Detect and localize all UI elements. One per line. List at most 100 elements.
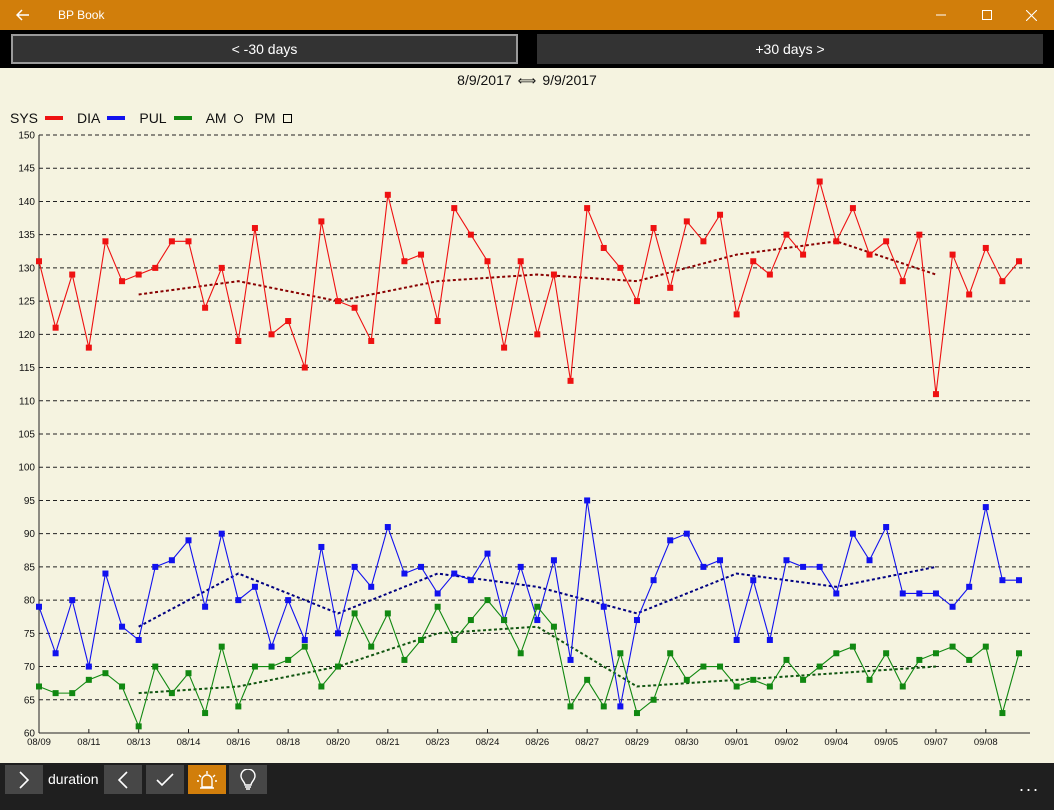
pul-point bbox=[36, 683, 42, 690]
chevron-left-icon bbox=[117, 770, 128, 789]
sys-point bbox=[168, 238, 175, 245]
previous-30-days-button[interactable]: < -30 days bbox=[11, 34, 518, 64]
expand-button[interactable] bbox=[5, 765, 43, 794]
dia-point bbox=[102, 570, 109, 577]
y-tick-label: 150 bbox=[18, 131, 35, 142]
pul-point bbox=[534, 603, 541, 610]
pul-point bbox=[982, 643, 989, 650]
pul-point bbox=[617, 650, 624, 657]
maximize-button[interactable] bbox=[964, 0, 1010, 30]
pul-point bbox=[484, 597, 491, 604]
dia-point bbox=[384, 524, 391, 531]
sys-point bbox=[667, 284, 674, 291]
chart-legend: SYS DIA PUL AM PM bbox=[10, 109, 292, 127]
dia-point bbox=[633, 617, 640, 624]
dia-point bbox=[766, 636, 773, 643]
sys-point bbox=[800, 251, 807, 258]
sys-point bbox=[451, 205, 458, 212]
sys-point bbox=[1016, 258, 1023, 265]
pul-point bbox=[833, 650, 840, 657]
pul-point bbox=[218, 643, 225, 650]
pul-point bbox=[268, 663, 275, 670]
y-tick-label: 70 bbox=[24, 662, 36, 673]
dia-point bbox=[418, 563, 425, 570]
y-tick-label: 100 bbox=[18, 463, 35, 474]
pul-point bbox=[567, 703, 574, 710]
dia-point bbox=[966, 583, 973, 590]
duration-label[interactable]: duration bbox=[48, 771, 99, 787]
pul-point bbox=[285, 656, 292, 663]
pul-point bbox=[849, 643, 856, 650]
pul-point bbox=[501, 617, 508, 624]
dia-point bbox=[85, 663, 92, 670]
legend-dia-swatch bbox=[107, 116, 126, 120]
sys-point bbox=[982, 244, 989, 251]
pul-point bbox=[633, 710, 640, 717]
dia-point bbox=[717, 557, 724, 564]
y-tick-label: 80 bbox=[24, 596, 36, 607]
dia-point bbox=[467, 577, 474, 584]
sys-point bbox=[833, 238, 840, 245]
dia-point bbox=[733, 636, 740, 643]
dia-point bbox=[318, 543, 325, 550]
pul-point bbox=[401, 656, 408, 663]
dia-point bbox=[119, 623, 126, 630]
dia-point bbox=[800, 563, 807, 570]
alarm-button[interactable] bbox=[188, 765, 226, 794]
legend-pm-square-icon bbox=[282, 113, 292, 123]
pul-point bbox=[999, 710, 1006, 717]
back-button[interactable] bbox=[0, 0, 46, 30]
sys-point bbox=[152, 264, 159, 271]
y-tick-label: 95 bbox=[24, 496, 36, 507]
pul-point bbox=[434, 603, 441, 610]
dia-point bbox=[617, 703, 624, 710]
sys-point bbox=[517, 258, 524, 265]
tip-button[interactable] bbox=[229, 765, 267, 794]
dia-point bbox=[883, 524, 890, 531]
sys-point bbox=[401, 258, 408, 265]
legend-dia-label: DIA bbox=[77, 110, 101, 126]
next-30-days-button[interactable]: +30 days > bbox=[537, 34, 1043, 64]
close-button[interactable] bbox=[1008, 0, 1054, 30]
legend-am-circle-icon bbox=[233, 113, 243, 123]
sys-point bbox=[351, 304, 358, 311]
dia-series-line bbox=[38, 500, 1020, 707]
pul-point bbox=[368, 643, 375, 650]
bottom-command-bar: duration ... bbox=[0, 763, 1054, 810]
sys-point bbox=[36, 258, 42, 265]
check-button[interactable] bbox=[146, 765, 184, 794]
dia-point bbox=[849, 530, 856, 537]
sys-point bbox=[218, 264, 225, 271]
dia-point bbox=[36, 603, 42, 610]
sys-point bbox=[434, 318, 441, 325]
dia-point bbox=[152, 563, 159, 570]
y-tick-label: 60 bbox=[24, 729, 36, 740]
sys-point bbox=[932, 391, 939, 398]
sys-point bbox=[700, 238, 707, 245]
sys-point bbox=[285, 318, 292, 325]
sys-point bbox=[52, 324, 59, 331]
sys-point bbox=[816, 178, 823, 185]
dia-point bbox=[567, 656, 574, 663]
legend-sys-label: SYS bbox=[10, 110, 39, 126]
minimize-button[interactable] bbox=[918, 0, 964, 30]
previous-button[interactable] bbox=[104, 765, 142, 794]
sys-point bbox=[717, 211, 724, 218]
pul-point bbox=[783, 656, 790, 663]
pul-point bbox=[52, 690, 59, 697]
pul-point bbox=[667, 650, 674, 657]
x-tick-label: 08/30 bbox=[675, 737, 699, 748]
date-range-start: 8/9/2017 bbox=[457, 72, 512, 88]
sys-point bbox=[584, 205, 591, 212]
sys-point bbox=[501, 344, 508, 351]
more-icon[interactable]: ... bbox=[1018, 775, 1040, 795]
dia-point bbox=[301, 636, 308, 643]
period-nav: < -30 days +30 days > bbox=[0, 30, 1054, 68]
x-tick-label: 08/21 bbox=[376, 737, 400, 748]
x-tick-label: 08/13 bbox=[127, 737, 151, 748]
x-tick-label: 08/09 bbox=[27, 737, 51, 748]
dia-point bbox=[401, 570, 408, 577]
dia-point bbox=[517, 563, 524, 570]
x-tick-label: 08/27 bbox=[575, 737, 599, 748]
sys-point bbox=[733, 311, 740, 318]
